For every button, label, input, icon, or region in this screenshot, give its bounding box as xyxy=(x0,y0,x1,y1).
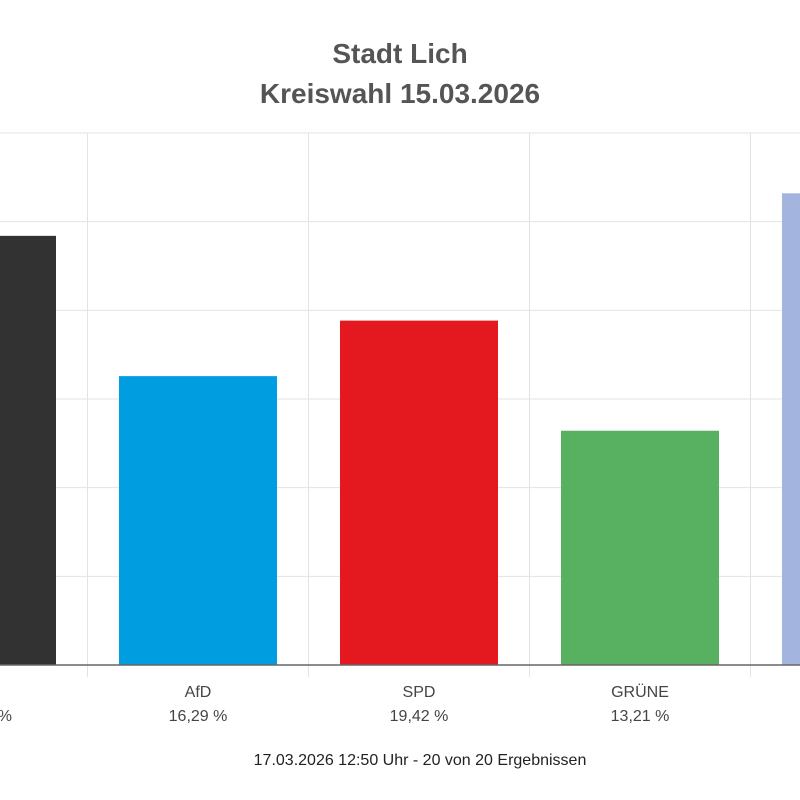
bars xyxy=(0,193,800,665)
bar-afd[interactable] xyxy=(119,376,277,665)
category-label: SPD xyxy=(403,684,436,701)
category-label: AfD xyxy=(185,684,212,701)
bar-grüne[interactable] xyxy=(561,430,719,665)
chart-title-line2: Kreiswahl 15.03.2026 xyxy=(259,78,541,109)
category-labels: % AfD 16,29 % SPD 19,42 % GRÜNE 13,21 % xyxy=(0,683,669,725)
category-label: GRÜNE xyxy=(611,683,669,701)
bar[interactable] xyxy=(0,235,56,665)
value-label: 19,42 % xyxy=(390,708,449,725)
value-label: 16,29 % xyxy=(169,708,228,725)
bar-spd[interactable] xyxy=(340,320,498,665)
result-status: 17.03.2026 12:50 Uhr - 20 von 20 Ergebni… xyxy=(253,752,587,769)
chart-title-line1: Stadt Lich xyxy=(332,38,468,69)
bar[interactable] xyxy=(782,193,800,665)
value-label: % xyxy=(0,708,12,725)
value-label: 13,21 % xyxy=(611,708,670,725)
